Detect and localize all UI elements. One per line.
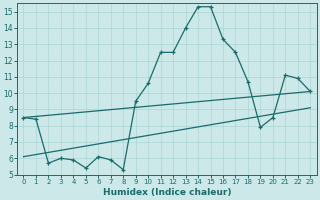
X-axis label: Humidex (Indice chaleur): Humidex (Indice chaleur) — [103, 188, 231, 197]
